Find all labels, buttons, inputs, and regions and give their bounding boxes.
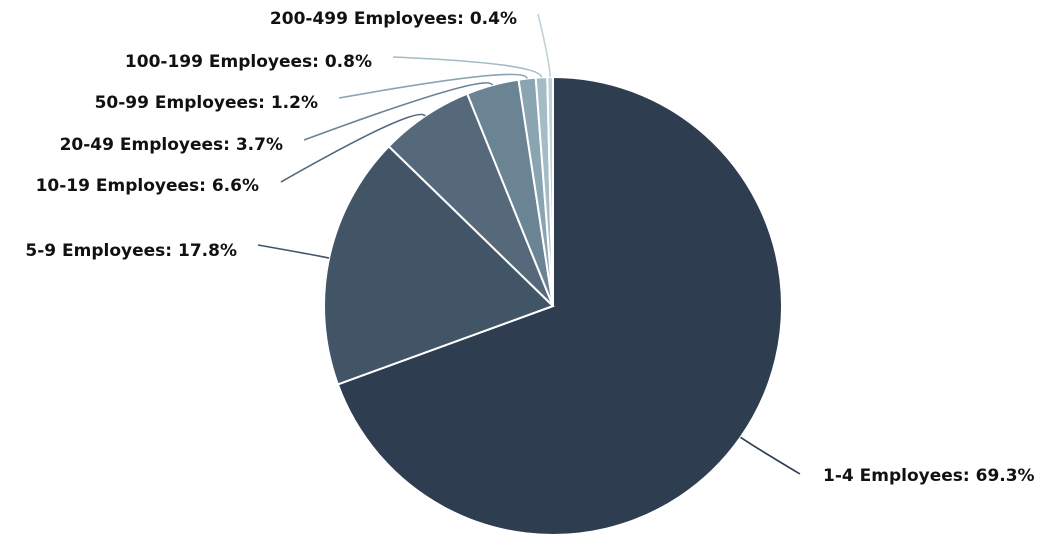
leader-line-20-49-employees <box>303 82 494 141</box>
labels-layer: 1-4 Employees: 69.3% 5-9 Employees: 17.8%… <box>25 9 1034 486</box>
slice-label-100-199-employees: 100-199 Employees: 0.8% <box>125 52 372 72</box>
slices-layer <box>323 75 783 536</box>
slice-label-20-49-employees: 20-49 Employees: 3.7% <box>60 135 283 155</box>
leader-line-1-4-employees <box>740 436 801 475</box>
pie-slice-5-9-employees <box>323 144 555 386</box>
leader-line-50-99-employees <box>338 73 528 99</box>
slice-label-50-99-employees: 50-99 Employees: 1.2% <box>95 93 318 113</box>
leader-line-5-9-employees <box>257 244 330 259</box>
leader-line-100-199-employees <box>392 56 543 78</box>
leader-line-10-19-employees <box>280 113 426 183</box>
slice-label-200-499-employees: 200-499 Employees: 0.4% <box>270 9 517 29</box>
leader-line-200-499-employees <box>537 13 551 78</box>
pie-slice-200-499-employees <box>546 75 554 307</box>
slice-label-1-4-employees: 1-4 Employees: 69.3% <box>823 466 1035 486</box>
leader-lines-layer <box>257 13 801 475</box>
slice-label-5-9-employees: 5-9 Employees: 17.8% <box>25 241 237 261</box>
slice-label-10-19-employees: 10-19 Employees: 6.6% <box>36 176 259 196</box>
